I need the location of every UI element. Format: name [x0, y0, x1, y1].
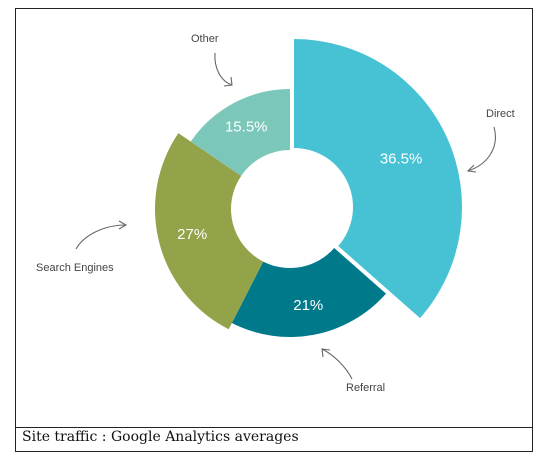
value-label-referral: 21%: [293, 297, 323, 314]
callout-label-other: Other: [191, 33, 219, 45]
callout-arrowhead-direct: [466, 164, 477, 173]
callout-arrow-search-engines: [75, 224, 127, 250]
donut-chart: 36.5% 21% 27% 15.5% Direct Referral Search Eng…: [36, 33, 515, 394]
value-label-search-engines: 27%: [177, 226, 207, 243]
slice-search-engines: [155, 133, 264, 330]
slice-direct: [294, 39, 462, 319]
callout-arrow-other: [214, 52, 233, 86]
callout-label-search-engines: Search Engines: [36, 262, 114, 274]
chart-area: 36.5% 21% 27% 15.5% Direct Referral Search Eng…: [16, 9, 532, 428]
callout-label-direct: Direct: [486, 108, 515, 120]
callout-arrow-direct: [467, 126, 496, 172]
slice-other: [190, 89, 290, 176]
value-label-direct: 36.5%: [380, 151, 423, 168]
slice-referral: [231, 248, 387, 338]
figure-frame: 36.5% 21% 27% 15.5% Direct Referral Search Eng…: [15, 8, 533, 452]
callout-arrowhead-search-engines: [118, 220, 128, 230]
figure-caption: Site traffic : Google Analytics averages: [22, 429, 299, 445]
callout-arrowhead-referral: [321, 348, 331, 358]
callout-arrow-referral: [321, 348, 353, 380]
callout-arrowhead-other: [223, 76, 233, 87]
value-label-other: 15.5%: [225, 118, 268, 135]
callout-label-referral: Referral: [346, 382, 385, 394]
